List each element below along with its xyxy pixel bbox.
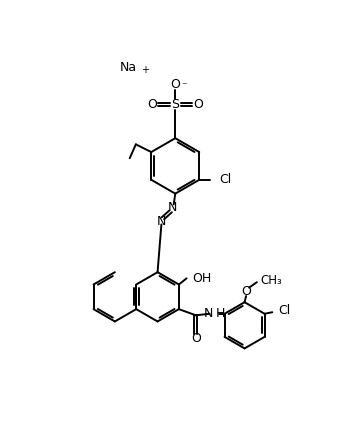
Text: Cl: Cl (219, 173, 231, 186)
Text: O: O (193, 98, 203, 111)
Text: O: O (147, 98, 157, 111)
Text: +: + (141, 65, 149, 75)
Text: N: N (157, 215, 166, 228)
Text: S: S (171, 98, 179, 111)
Text: O: O (170, 78, 180, 91)
Text: O: O (191, 332, 201, 345)
Text: Cl: Cl (278, 304, 291, 317)
Text: N: N (203, 307, 213, 320)
Text: Na: Na (120, 61, 137, 74)
Text: ⁻: ⁻ (181, 81, 187, 91)
Text: H: H (216, 307, 225, 320)
Text: OH: OH (193, 272, 212, 285)
Text: N: N (167, 201, 177, 214)
Text: CH₃: CH₃ (260, 274, 282, 287)
Text: O: O (241, 285, 251, 298)
